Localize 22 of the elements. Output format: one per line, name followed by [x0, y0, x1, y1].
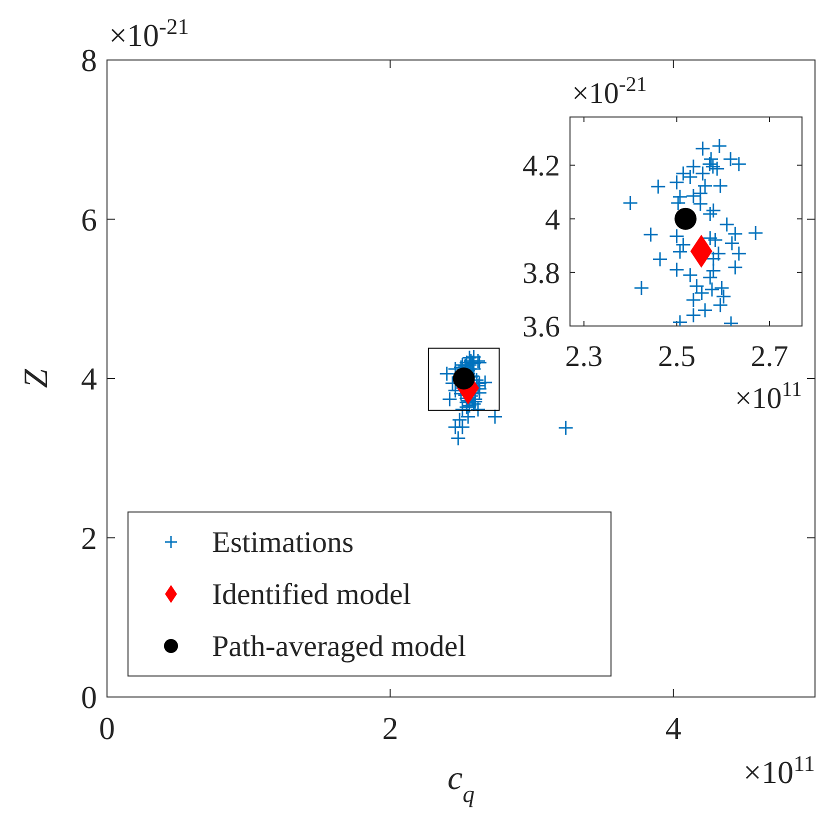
legend-label: Identified model: [212, 578, 412, 611]
y-tick-label: 4.2: [522, 150, 560, 183]
text: ×10$^{11}$: [743, 750, 815, 790]
y-tick-label: 0: [81, 679, 97, 716]
text: ×10$^{-21}$: [109, 14, 189, 53]
x-tick-label: 2: [382, 710, 398, 746]
x-tick-label: 4: [665, 710, 682, 746]
annotation: ×10$^{11}$: [734, 377, 802, 415]
x-tick-label: 2.7: [750, 340, 788, 373]
y-tick-label: 6: [81, 201, 97, 238]
x-axis-title: c$_{q}$: [448, 760, 475, 808]
x-tick-label: 2.3: [565, 340, 603, 373]
annotation: ×10$^{-21}$: [572, 72, 647, 110]
y-axis-title: Z: [18, 368, 55, 388]
legend-label: Estimations: [212, 526, 354, 559]
y-tick-label: 2: [81, 520, 97, 556]
y-tick-label: 3.8: [522, 256, 560, 290]
y-tick-label: 4: [545, 203, 560, 236]
x-tick-label: 2.5: [658, 340, 696, 373]
legend-label: Path-averaged model: [212, 630, 466, 663]
y-tick-label: 8: [81, 42, 97, 78]
y-tick-label: 3.6: [522, 310, 560, 344]
